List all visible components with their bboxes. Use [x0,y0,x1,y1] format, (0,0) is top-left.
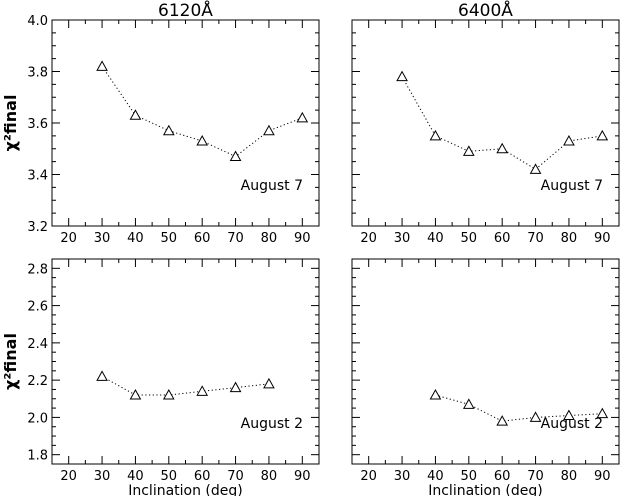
x-tick-label: 20 [60,469,77,484]
data-point-marker [462,398,475,409]
x-tick-label: 30 [94,231,111,246]
y-axis-label: χ²final [1,95,20,152]
data-point-marker [196,385,209,396]
chart-panel-3: 20 30 40 50 60 70 80 90 1.8 2.0 2.2 2.4 2.6 2.8 Inclin… [1,258,320,496]
x-tick-label: 80 [561,469,578,484]
data-point-marker [529,411,542,422]
data-point-marker [429,389,442,400]
plot-frame [51,19,320,227]
x-tick-label: 20 [360,469,377,484]
data-point-marker [563,409,575,421]
x-tick-label: 60 [194,231,211,246]
data-point-marker [196,134,209,146]
x-tick-label: 50 [461,469,478,484]
data-point-marker [229,381,242,393]
y-tick-label: 3.6 [27,117,48,132]
data-point-marker [96,370,108,381]
x-tick-label: 30 [94,469,111,484]
y-tick-label: 2.8 [27,262,48,277]
data-point-marker [529,163,542,174]
x-tick-label: 40 [427,231,444,246]
data-point-marker [263,124,275,136]
x-tick-label: 40 [427,469,444,484]
x-axis-label: Inclination (deg) [428,483,543,496]
series-line [435,394,603,422]
series-line [101,375,269,396]
data-point-marker [596,129,609,141]
x-tick-label: 60 [494,231,511,246]
y-tick-label: 2.6 [27,300,48,315]
x-tick-label: 20 [360,231,377,246]
chart-panel-4: 20 30 40 50 60 70 80 90 Inclination (deg) August … [351,258,620,496]
data-point-marker [129,389,142,400]
data-point-marker [162,124,175,136]
data-point-marker [162,389,175,400]
x-tick-label: 80 [261,469,278,484]
data-point-marker [563,134,575,146]
data-point-marker [263,377,275,389]
y-tick-label: 3.2 [27,220,48,235]
x-tick-label: 30 [394,231,411,246]
x-axis-label: Inclination (deg) [128,483,243,496]
panel-title: 6120Å [158,0,213,21]
panel-annotation: August 2 [541,416,603,432]
data-point-marker [596,407,609,419]
panel-annotation: August 7 [241,178,303,194]
x-tick-label: 90 [294,231,311,246]
y-tick-label: 1.8 [27,449,48,464]
x-tick-label: 30 [394,469,411,484]
y-axis-label: χ²final [1,333,20,390]
y-tick-label: 2.0 [27,411,48,426]
data-point-marker [429,129,442,141]
y-tick-label: 4.0 [27,14,48,29]
panel-title: 6400Å [458,0,513,21]
x-tick-label: 60 [194,469,211,484]
x-tick-label: 40 [127,469,144,484]
x-tick-label: 70 [527,231,544,246]
y-tick-label: 2.2 [27,374,48,389]
x-tick-label: 90 [594,469,611,484]
panel-annotation: August 7 [541,178,603,194]
x-tick-label: 70 [227,231,244,246]
x-tick-label: 90 [594,231,611,246]
series-line [401,76,603,170]
x-tick-label: 90 [294,469,311,484]
plot-frame [51,258,320,465]
data-point-marker [396,70,408,82]
data-point-marker [496,415,509,426]
plot-frame [351,19,620,227]
x-tick-label: 50 [161,469,178,484]
data-point-marker [229,150,242,161]
x-tick-label: 70 [227,469,244,484]
plot-frame [351,258,620,465]
data-point-marker [96,60,108,71]
y-tick-label: 2.4 [27,337,48,352]
x-tick-label: 40 [127,231,144,246]
y-tick-label: 3.8 [27,66,48,81]
y-tick-label: 3.4 [27,169,48,184]
data-point-marker [296,111,309,123]
x-tick-label: 60 [494,469,511,484]
x-tick-label: 80 [561,231,578,246]
x-tick-label: 80 [261,231,278,246]
data-point-marker [462,145,475,156]
chart-panel-1: 20 30 40 50 60 70 80 90 3.2 3.4 3.6 3.8 4.0 6120Å χ²fi… [1,0,320,246]
panel-annotation: August 2 [241,416,303,432]
x-tick-label: 20 [60,231,77,246]
data-point-marker [129,109,142,120]
data-point-marker [496,142,509,154]
chart-panel-2: 20 30 40 50 60 70 80 90 6400Å August 7 [351,0,620,246]
x-tick-label: 70 [527,469,544,484]
x-tick-label: 50 [161,231,178,246]
x-tick-label: 50 [461,231,478,246]
